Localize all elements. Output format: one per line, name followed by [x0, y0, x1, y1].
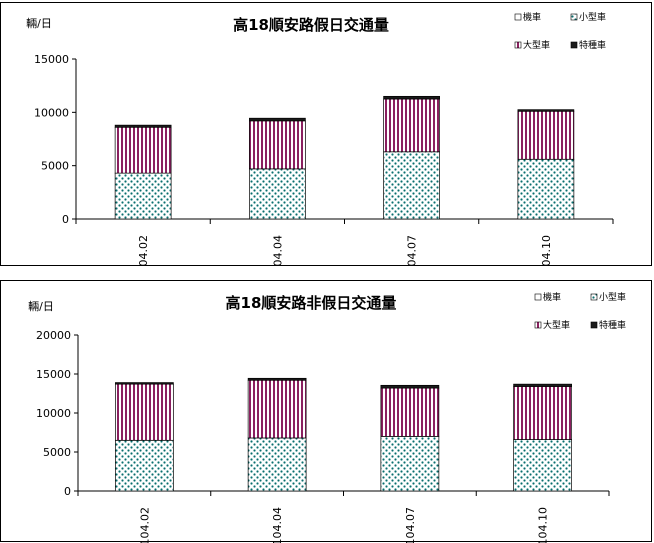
legend-swatch-3 [590, 321, 598, 329]
legend-swatch-1 [590, 293, 598, 301]
bar-104.10-特種車 [513, 383, 572, 387]
legend-swatch-1 [570, 13, 578, 21]
chart-panel-weekday: 高18順安路非假日交通量 輛/日 機車 小型車大型車 特種車 0 5000 10000 1500… [0, 280, 652, 543]
bar-104.02-小型車 [114, 172, 172, 220]
bar-104.04-特種車 [249, 117, 306, 122]
bar-104.02-大型車 [115, 383, 174, 441]
y-tick-label: 15000 [34, 53, 69, 66]
bar-104.02-特種車 [114, 124, 172, 128]
bar-104.07-大型車 [383, 98, 440, 153]
y-tick-label: 10000 [36, 407, 71, 420]
y-tick-label: 15000 [36, 368, 71, 381]
bar-104.04-小型車 [249, 168, 306, 220]
x-category-label: 104.02 [137, 235, 150, 267]
y-tick-label: 10000 [34, 106, 69, 119]
unit-label: 輛/日 [26, 16, 52, 30]
bar-104.10-小型車 [513, 439, 572, 492]
legend-swatch-3 [570, 41, 578, 49]
legend-swatch-2 [514, 41, 522, 49]
bar-104.02-大型車 [114, 126, 172, 174]
unit-label: 輛/日 [28, 299, 54, 313]
bar-104.04-大型車 [247, 379, 307, 439]
bar-104.04-大型車 [249, 120, 306, 170]
x-category-label: 104.10 [540, 235, 553, 267]
bar-104.04-特種車 [247, 377, 307, 381]
x-category-label: 104.07 [404, 507, 417, 543]
legend-label-2: 大型車 [523, 39, 550, 51]
bar-104.07-大型車 [380, 387, 440, 437]
y-tick-label: 20000 [36, 329, 71, 342]
legend-swatch-2 [534, 321, 542, 329]
legend-label-0: 機車 [543, 291, 561, 303]
bar-104.07-小型車 [383, 151, 440, 220]
legend-label-2: 大型車 [543, 319, 570, 331]
y-tick-label: 0 [62, 213, 69, 226]
bar-104.07-特種車 [383, 95, 440, 100]
chart-panel-holiday: 高18順安路假日交通量 輛/日 機車 小型車大型車 特種車 0 5000 10000 15000… [0, 2, 652, 267]
x-category-label: 104.10 [537, 507, 550, 543]
chart-title: 高18順安路非假日交通量 [226, 294, 397, 312]
legend-label-1: 小型車 [579, 11, 606, 23]
chart-title: 高18順安路假日交通量 [233, 16, 389, 34]
x-category-label: 104.04 [271, 235, 284, 267]
legend-label-3: 特種車 [579, 39, 606, 51]
bar-104.07-小型車 [380, 436, 440, 492]
bar-104.04-小型車 [247, 437, 307, 492]
bar-104.07-特種車 [380, 384, 440, 389]
legend-label-1: 小型車 [599, 291, 626, 303]
bar-104.02-特種車 [115, 382, 174, 385]
legend-swatch-0 [534, 293, 542, 301]
legend-label-0: 機車 [523, 11, 541, 23]
y-tick-label: 5000 [43, 446, 71, 459]
y-tick-label: 5000 [41, 160, 69, 173]
bar-104.02-小型車 [115, 439, 174, 492]
legend-swatch-0 [514, 13, 522, 21]
bar-104.10-大型車 [513, 386, 572, 440]
x-category-label: 104.02 [138, 507, 151, 543]
bar-104.10-小型車 [517, 158, 575, 220]
bar-104.10-特種車 [517, 109, 575, 112]
x-category-label: 104.04 [271, 507, 284, 543]
bar-104.10-大型車 [517, 110, 575, 160]
legend-label-3: 特種車 [599, 319, 626, 331]
x-category-label: 104.07 [406, 235, 419, 267]
y-tick-label: 0 [64, 485, 71, 498]
